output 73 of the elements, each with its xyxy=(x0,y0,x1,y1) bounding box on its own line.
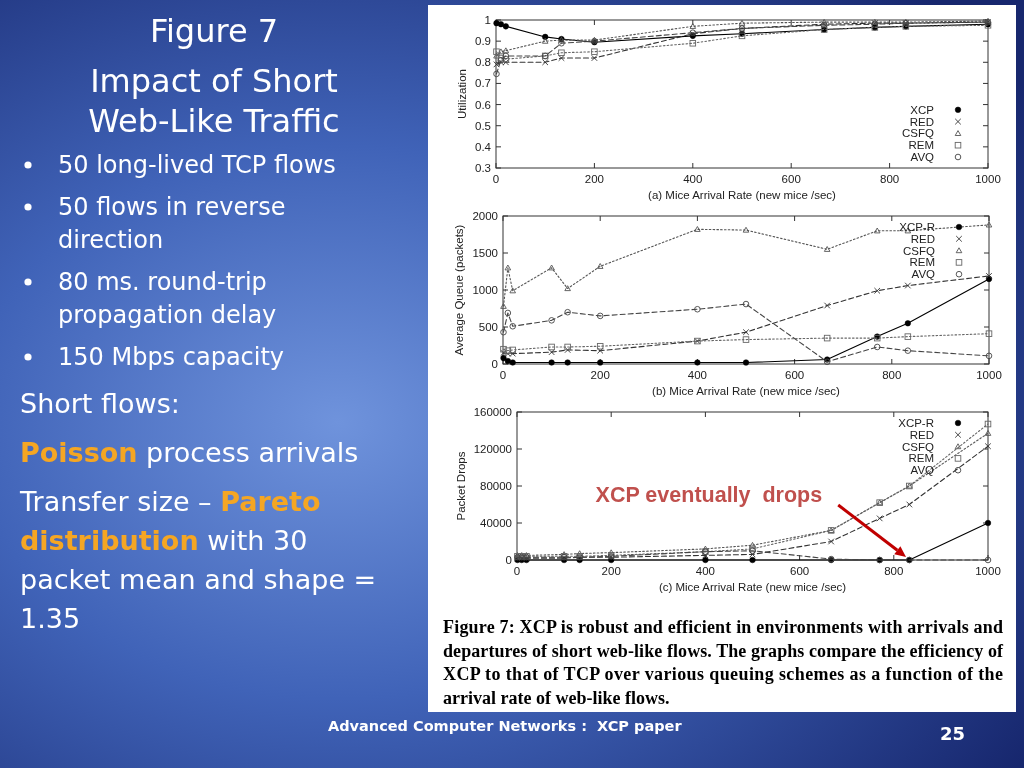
y-tick-label: 0.7 xyxy=(475,77,491,90)
y-axis-title: Average Queue (packets) xyxy=(453,224,466,356)
text: process arrivals xyxy=(146,437,359,468)
y-tick-label: 500 xyxy=(478,321,498,333)
legend-label: REM xyxy=(908,139,934,152)
y-tick-label: 0 xyxy=(505,554,512,566)
legend-label: RED xyxy=(909,428,934,441)
legend-label: RED xyxy=(909,115,934,128)
text: 50 long-lived TCP flows xyxy=(58,151,336,179)
x-tick-label: 400 xyxy=(695,565,715,577)
x-tick-label: 200 xyxy=(601,565,621,577)
legend-label: AVQ xyxy=(911,268,936,281)
x-axis-title: (b) Mice Arrival Rate (new mice /sec) xyxy=(652,385,841,397)
y-tick-label: 1000 xyxy=(472,284,498,296)
x-tick-label: 200 xyxy=(584,173,604,185)
x-tick-label: 0 xyxy=(513,565,521,577)
text: 25 xyxy=(940,723,966,744)
legend-label: AVQ xyxy=(910,151,935,163)
legend-label: CSFQ xyxy=(903,244,936,257)
y-tick-label: 2000 xyxy=(472,210,498,222)
y-tick-label: 0.5 xyxy=(475,119,491,132)
y-axis-title: Packet Drops xyxy=(454,451,467,521)
x-tick-label: 800 xyxy=(882,369,902,381)
y-tick-label: 1 xyxy=(484,14,491,26)
text: distribution xyxy=(20,525,199,556)
y-tick-label: 80000 xyxy=(480,480,512,492)
legend-label: RED xyxy=(910,232,935,245)
caption: Figure 7: XCP is robust and efficient in environments with arrivals and departures of short web-like flows. The graphs compare the efficiency of XCP to that of TCP over various queuing schemes as a function of the arrival rate of web-like flows. xyxy=(443,617,1004,708)
text: Figure 7 xyxy=(149,12,279,50)
legend-label: AVQ xyxy=(910,464,935,477)
text: Poisson xyxy=(20,437,138,468)
y-tick-label: 120000 xyxy=(473,443,512,455)
x-tick-label: 600 xyxy=(790,565,810,577)
legend-label: CSFQ xyxy=(902,440,935,453)
y-axis-title: Utilization xyxy=(456,69,469,119)
x-tick-label: 800 xyxy=(880,173,900,185)
y-tick-label: 0.3 xyxy=(475,162,491,174)
y-tick-label: 0.9 xyxy=(475,35,491,48)
x-tick-label: 1000 xyxy=(975,173,1001,185)
text: Advanced Computer Networks : XCP paper xyxy=(328,718,683,734)
x-tick-label: 800 xyxy=(884,565,904,577)
x-axis-title: (c) Mice Arrival Rate (new mice /sec) xyxy=(658,581,847,593)
legend-label: XCP-R xyxy=(899,221,935,233)
x-tick-label: 600 xyxy=(781,173,801,185)
y-tick-label: 0 xyxy=(491,358,498,370)
text: with 30 xyxy=(207,525,308,556)
legend-label: CSFQ xyxy=(902,127,935,140)
annotation: XCP eventually drops xyxy=(595,483,823,507)
y-tick-label: 40000 xyxy=(480,517,512,529)
y-tick-label: 0.4 xyxy=(475,140,492,153)
x-tick-label: 600 xyxy=(785,369,805,381)
text: Short flows: xyxy=(20,388,180,419)
x-tick-label: 1000 xyxy=(975,565,1001,577)
x-tick-label: 400 xyxy=(687,369,707,381)
text: 80 ms. round-trip propagation delay xyxy=(58,268,277,329)
y-tick-label: 160000 xyxy=(473,406,512,418)
text: Impact of Short Web-Like Traffic xyxy=(88,62,340,140)
x-tick-label: 1000 xyxy=(976,369,1002,381)
legend-label: XCP xyxy=(910,103,935,116)
x-axis-title: (a) Mice Arrival Rate (new mice /sec) xyxy=(648,189,837,201)
legend-label: XCP-R xyxy=(898,417,934,429)
text: Pareto xyxy=(220,486,321,517)
text: 150 Mbps capacity xyxy=(58,343,285,371)
text: Transfer size – xyxy=(19,486,212,517)
y-tick-label: 0.8 xyxy=(475,56,491,69)
y-tick-label: 1500 xyxy=(472,247,498,259)
text: packet mean and shape = 1.35 xyxy=(20,564,377,634)
y-tick-label: 0.6 xyxy=(475,98,491,111)
x-tick-label: 200 xyxy=(590,369,610,381)
x-tick-label: 400 xyxy=(683,173,703,185)
legend-label: REM xyxy=(908,452,934,465)
text: 50 flows in reverse direction xyxy=(58,193,286,254)
legend-label: REM xyxy=(909,256,935,269)
